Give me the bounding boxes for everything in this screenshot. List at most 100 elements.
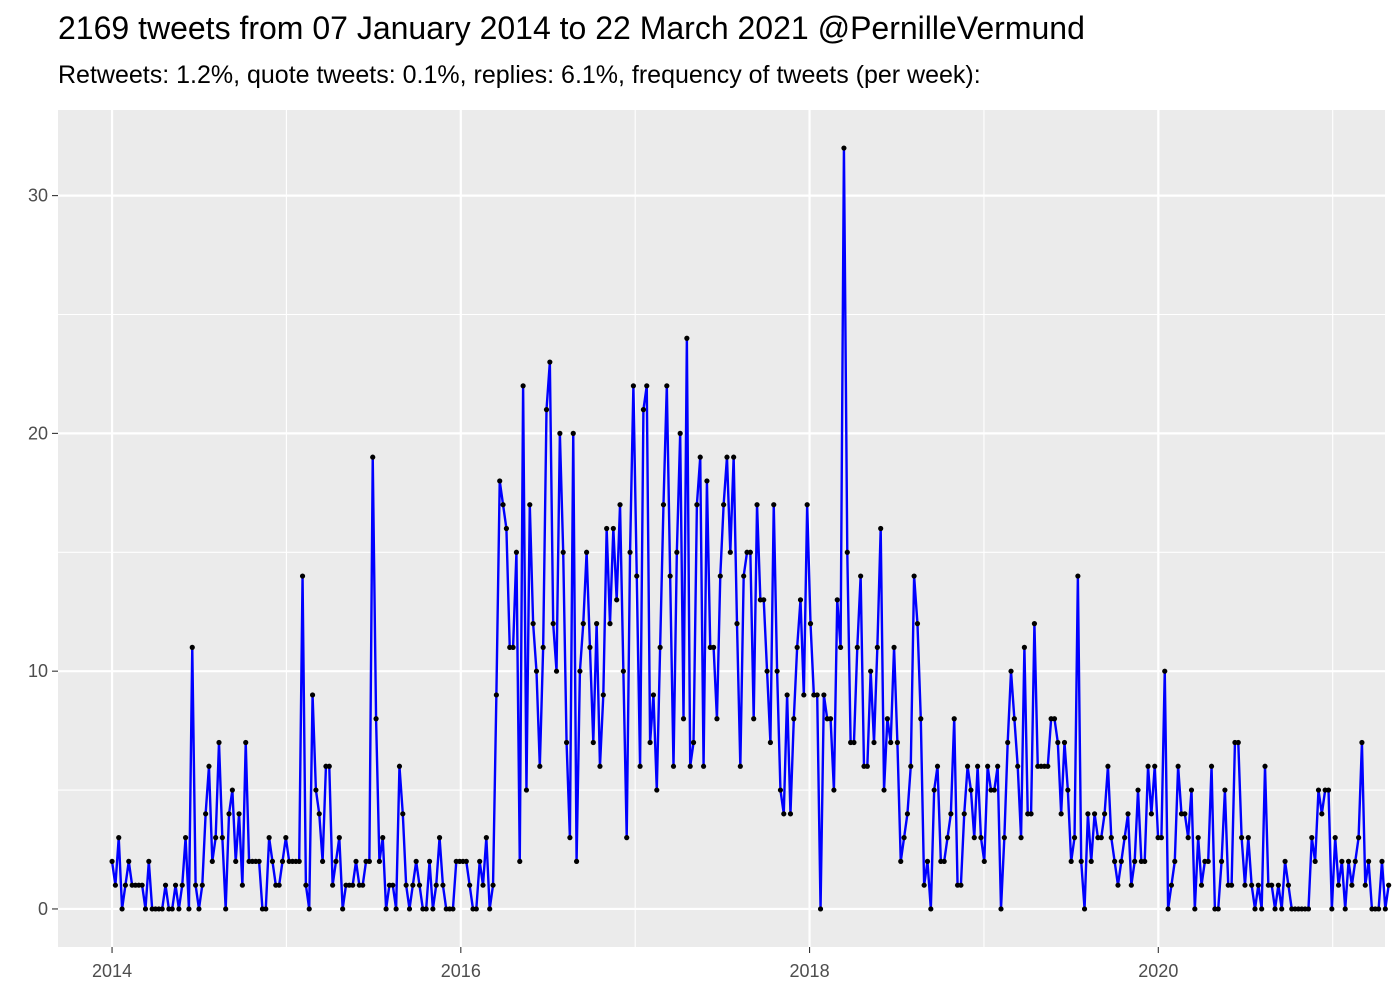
data-point: [1122, 835, 1128, 841]
data-point: [841, 145, 847, 151]
data-point: [320, 858, 326, 865]
data-point: [203, 811, 209, 817]
data-point: [206, 763, 212, 769]
data-point: [951, 716, 957, 722]
data-point: [724, 454, 730, 460]
data-point: [624, 835, 630, 841]
data-point: [1376, 906, 1382, 912]
data-point: [1222, 787, 1228, 793]
data-point: [1162, 668, 1168, 674]
data-point: [1235, 739, 1241, 746]
data-point: [413, 858, 419, 865]
data-point: [1329, 906, 1335, 912]
data-point: [1386, 882, 1392, 888]
data-point: [610, 525, 616, 532]
data-point: [1001, 835, 1007, 841]
data-point: [1249, 882, 1255, 888]
data-point: [450, 906, 456, 912]
data-point: [1325, 787, 1332, 793]
data-point: [888, 739, 894, 746]
data-point: [533, 668, 540, 674]
data-point: [664, 383, 670, 389]
data-point: [587, 644, 593, 650]
data-point: [1091, 811, 1098, 817]
data-point: [1065, 787, 1071, 793]
data-point: [981, 858, 987, 865]
data-point: [139, 882, 145, 888]
data-point: [814, 692, 820, 698]
data-point: [523, 787, 530, 793]
data-point: [607, 621, 613, 627]
data-point: [360, 882, 366, 888]
data-point: [1242, 882, 1248, 888]
data-point: [1208, 763, 1215, 769]
data-point: [1135, 787, 1141, 793]
data-point: [436, 835, 443, 841]
data-point: [1118, 858, 1124, 865]
axis-ticks: [52, 195, 1159, 953]
data-point: [159, 906, 165, 912]
data-point: [112, 882, 118, 888]
data-point: [497, 478, 503, 484]
data-point: [1125, 811, 1131, 817]
data-point: [216, 739, 222, 746]
data-point: [700, 763, 707, 769]
data-point: [650, 692, 657, 698]
data-point: [487, 906, 493, 912]
data-point: [784, 692, 790, 698]
data-point: [279, 858, 286, 865]
data-point: [654, 787, 660, 793]
data-point: [1108, 835, 1114, 841]
data-point: [513, 549, 520, 555]
data-point: [737, 763, 743, 769]
data-point: [390, 882, 396, 888]
data-point: [908, 763, 914, 769]
data-point: [1312, 858, 1318, 865]
data-point: [801, 692, 807, 698]
chart-subtitle: Retweets: 1.2%, quote tweets: 0.1%, repl…: [58, 61, 981, 89]
data-point: [821, 692, 827, 698]
data-point: [303, 882, 309, 888]
data-point: [1078, 858, 1084, 865]
data-point: [1349, 882, 1355, 888]
data-point: [1215, 906, 1221, 912]
data-point: [162, 882, 169, 888]
data-point: [530, 621, 536, 627]
data-point: [1168, 882, 1175, 888]
data-point: [1382, 906, 1388, 912]
data-point: [560, 549, 566, 555]
data-point: [182, 835, 189, 841]
data-point: [697, 454, 703, 460]
data-point: [233, 858, 239, 865]
data-point: [831, 787, 837, 793]
tick-labels: 2014 2016 2018 2020 0 10 20 30: [28, 186, 1178, 981]
data-point: [172, 882, 179, 888]
data-point: [1366, 858, 1372, 865]
data-point: [1198, 882, 1205, 888]
data-point: [510, 644, 516, 650]
data-point: [1021, 644, 1027, 650]
data-point: [503, 525, 509, 532]
data-point: [777, 787, 784, 793]
data-point: [193, 882, 199, 888]
data-point: [971, 835, 977, 841]
data-point: [1098, 835, 1104, 841]
data-point: [477, 858, 483, 865]
data-point: [690, 739, 697, 746]
data-point: [894, 739, 901, 746]
data-point: [924, 858, 931, 865]
data-point: [1175, 763, 1181, 769]
x-tick-label: 2014: [92, 961, 132, 981]
data-point: [1061, 739, 1068, 746]
data-point: [881, 787, 887, 793]
data-point: [711, 644, 717, 650]
data-point: [109, 858, 115, 865]
data-point: [727, 549, 733, 555]
data-point: [620, 668, 626, 674]
data-point: [480, 882, 486, 888]
data-point: [921, 882, 927, 888]
data-point: [550, 621, 556, 627]
data-point: [734, 621, 740, 627]
data-point: [570, 430, 576, 436]
data-point: [296, 858, 302, 865]
